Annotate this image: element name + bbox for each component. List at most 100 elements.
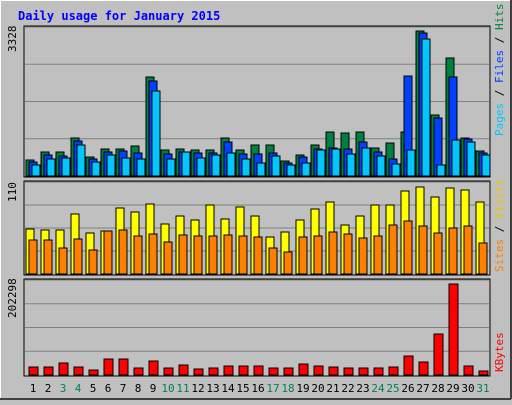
- bar-sites-day-27: [418, 225, 428, 275]
- bar-sites-day-30: [463, 225, 473, 275]
- x-tick-label-23: 23: [356, 382, 369, 395]
- bar-pages-day-8: [136, 158, 146, 177]
- bar-kbytes-day-25: [388, 366, 399, 376]
- bar-pages-day-24: [376, 155, 386, 177]
- bar-pages-day-7: [121, 157, 131, 177]
- x-tick-label-2: 2: [45, 382, 52, 395]
- x-tick-label-31: 31: [476, 382, 489, 395]
- bar-sites-day-23: [358, 237, 368, 275]
- x-tick-label-9: 9: [150, 382, 157, 395]
- bar-kbytes-day-10: [163, 367, 174, 376]
- hits-ymax-label: 3328: [6, 26, 19, 53]
- x-tick-label-21: 21: [326, 382, 339, 395]
- hits-panel-legend: Pages / Files / Hits: [493, 4, 506, 137]
- bar-kbytes-day-27: [418, 361, 429, 376]
- bar-sites-day-22: [343, 233, 353, 275]
- bar-kbytes-day-23: [358, 367, 369, 376]
- bar-sites-day-18: [283, 251, 293, 275]
- bar-pages-day-25: [391, 163, 401, 177]
- bar-sites-day-6: [103, 230, 113, 275]
- bar-kbytes-day-13: [208, 367, 219, 376]
- bar-kbytes-day-22: [343, 367, 354, 376]
- bar-pages-day-31: [481, 154, 491, 177]
- bar-sites-day-20: [313, 235, 323, 275]
- x-tick-label-26: 26: [401, 382, 414, 395]
- bar-sites-day-11: [178, 234, 188, 275]
- legend-kbytes: KBytes: [493, 332, 506, 372]
- bar-kbytes-day-30: [463, 365, 474, 376]
- x-tick-label-4: 4: [75, 382, 82, 395]
- bar-pages-day-23: [361, 147, 371, 177]
- bar-sites-day-13: [208, 235, 218, 275]
- x-tick-label-16: 16: [251, 382, 264, 395]
- bar-sites-day-15: [238, 235, 248, 275]
- x-tick-label-25: 25: [386, 382, 399, 395]
- x-tick-label-10: 10: [161, 382, 174, 395]
- bar-pages-day-15: [241, 158, 251, 177]
- x-tick-label-22: 22: [341, 382, 354, 395]
- bar-pages-day-27: [421, 38, 431, 177]
- bars-layer: [25, 30, 491, 376]
- bar-pages-day-29: [451, 139, 461, 177]
- bar-kbytes-day-2: [43, 366, 54, 376]
- bar-sites-day-17: [268, 247, 278, 275]
- x-tick-label-14: 14: [221, 382, 235, 395]
- bar-pages-day-16: [256, 162, 266, 177]
- legend-files: Files: [493, 50, 506, 83]
- x-tick-label-19: 19: [296, 382, 309, 395]
- x-tick-label-20: 20: [311, 382, 324, 395]
- legend-separator-3: /: [493, 219, 506, 239]
- legend-sites: Sites: [493, 239, 506, 272]
- bar-kbytes-day-31: [478, 370, 489, 376]
- bar-kbytes-day-7: [118, 358, 129, 376]
- bar-pages-day-17: [271, 155, 281, 177]
- visits-ymax-label: 110: [6, 182, 19, 202]
- bar-sites-day-3: [58, 247, 68, 275]
- bar-sites-day-10: [163, 241, 173, 275]
- x-tick-label-8: 8: [135, 382, 142, 395]
- x-tick-label-29: 29: [446, 382, 459, 395]
- bar-kbytes-day-8: [133, 367, 144, 376]
- bar-pages-day-30: [466, 141, 476, 177]
- bar-kbytes-day-20: [313, 365, 324, 376]
- x-tick-label-30: 30: [461, 382, 474, 395]
- bar-sites-day-2: [43, 239, 53, 275]
- bar-pages-day-10: [166, 158, 176, 177]
- x-tick-label-18: 18: [281, 382, 294, 395]
- bar-sites-day-21: [328, 231, 338, 275]
- bar-kbytes-day-16: [253, 365, 264, 376]
- x-tick-label-15: 15: [236, 382, 249, 395]
- bar-sites-day-7: [118, 229, 128, 275]
- bar-pages-day-6: [106, 154, 116, 177]
- x-tick-label-24: 24: [371, 382, 385, 395]
- bar-sites-day-31: [478, 242, 488, 275]
- bar-pages-day-26: [406, 149, 416, 177]
- bar-pages-day-21: [331, 148, 341, 177]
- x-tick-label-28: 28: [431, 382, 444, 395]
- visits-panel-legend: Sites / Visits: [493, 179, 506, 272]
- bar-pages-day-20: [316, 149, 326, 177]
- x-tick-label-27: 27: [416, 382, 429, 395]
- bar-sites-day-16: [253, 236, 263, 275]
- legend-hits: Hits: [493, 4, 506, 31]
- bar-kbytes-day-3: [58, 362, 69, 376]
- bar-kbytes-day-6: [103, 358, 114, 376]
- x-tick-label-6: 6: [105, 382, 112, 395]
- bar-pages-day-14: [226, 152, 236, 177]
- x-tick-label-12: 12: [191, 382, 204, 395]
- legend-pages: Pages: [493, 103, 506, 136]
- x-tick-label-5: 5: [90, 382, 97, 395]
- kbytes-ymax-label: 202298: [6, 278, 19, 318]
- bar-kbytes-day-18: [283, 367, 294, 376]
- bar-sites-day-5: [88, 249, 98, 275]
- bar-kbytes-day-28: [433, 333, 444, 376]
- bar-pages-day-2: [46, 158, 56, 177]
- x-axis-labels: 1 2 3 4 5 6 7 8 9 10 11 12 13 14 15 16 17 18 19 20 21 22 23 24 2…: [30, 382, 490, 395]
- legend-separator-1: /: [493, 83, 506, 103]
- bar-kbytes-day-1: [28, 366, 39, 376]
- x-tick-label-11: 11: [176, 382, 189, 395]
- bar-sites-day-8: [133, 235, 143, 275]
- bar-pages-day-18: [286, 164, 296, 177]
